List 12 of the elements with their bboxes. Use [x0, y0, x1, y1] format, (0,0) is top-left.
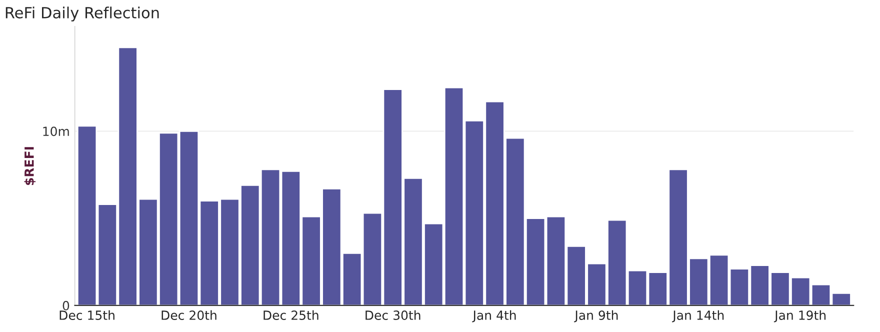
chart-title: ReFi Daily Reflection — [6, 6, 159, 22]
x-tick-label: Jan 9th — [574, 310, 618, 322]
x-tick-label: Jan 19th — [774, 310, 826, 322]
x-tick-label: Dec 20th — [162, 310, 216, 320]
x-tick-label: Jan 14th — [672, 310, 724, 322]
y-axis-title: $REFI — [24, 147, 36, 186]
y-tick-label: 10m — [43, 126, 69, 136]
x-tick-label: Dec 30th — [366, 310, 420, 320]
x-tick-label: Dec 25th — [264, 310, 318, 320]
x-tick-label: Dec 15th — [60, 310, 114, 320]
x-tick-label: Jan 4th — [472, 310, 516, 322]
y-tick-label: 0 — [62, 300, 70, 310]
